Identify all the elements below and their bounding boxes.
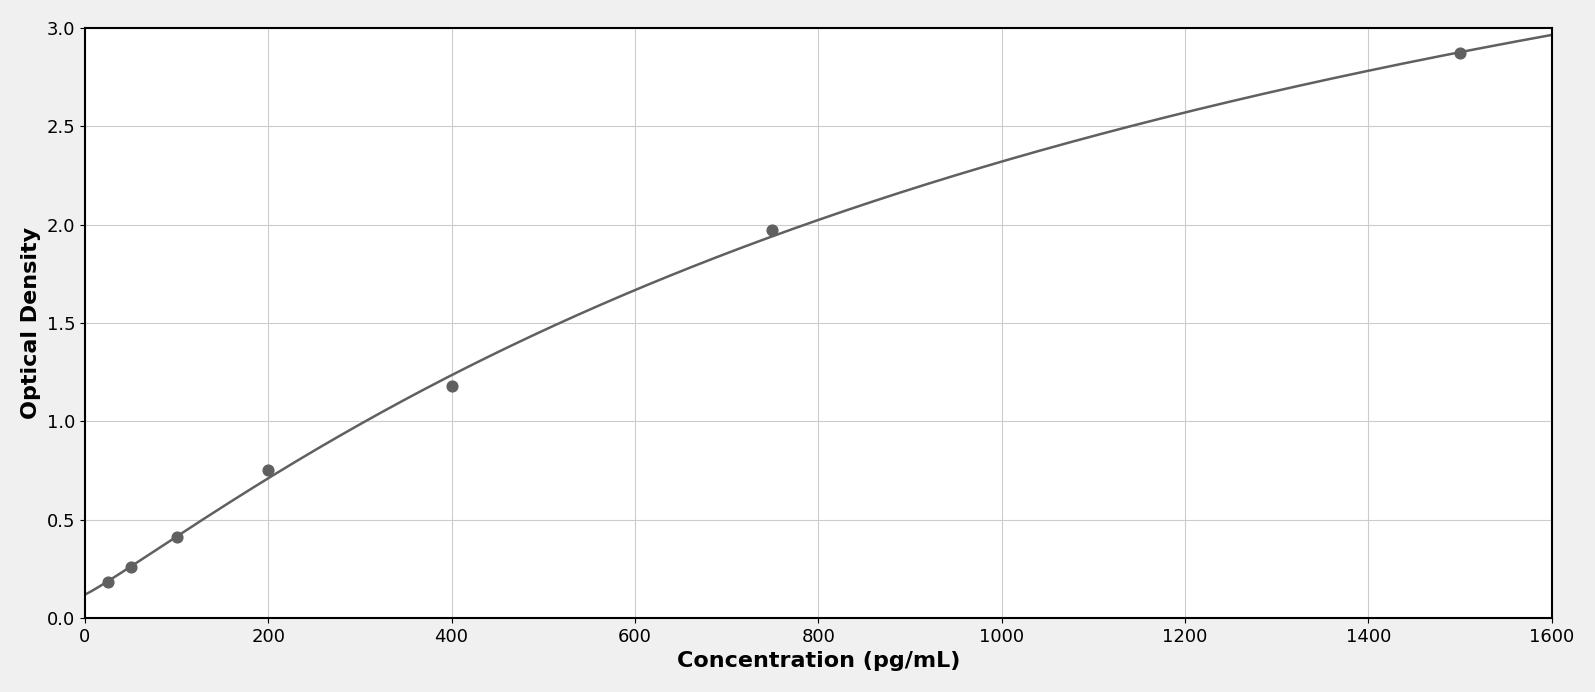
Point [96, 577, 121, 588]
X-axis label: Concentration (pg/mL): Concentration (pg/mL) [676, 651, 960, 671]
Point [255, 465, 281, 476]
Y-axis label: Optical Density: Optical Density [21, 227, 41, 419]
Point [439, 381, 464, 392]
Point [118, 561, 144, 572]
Point [759, 225, 785, 236]
Point [1447, 48, 1472, 59]
Point [164, 531, 190, 543]
